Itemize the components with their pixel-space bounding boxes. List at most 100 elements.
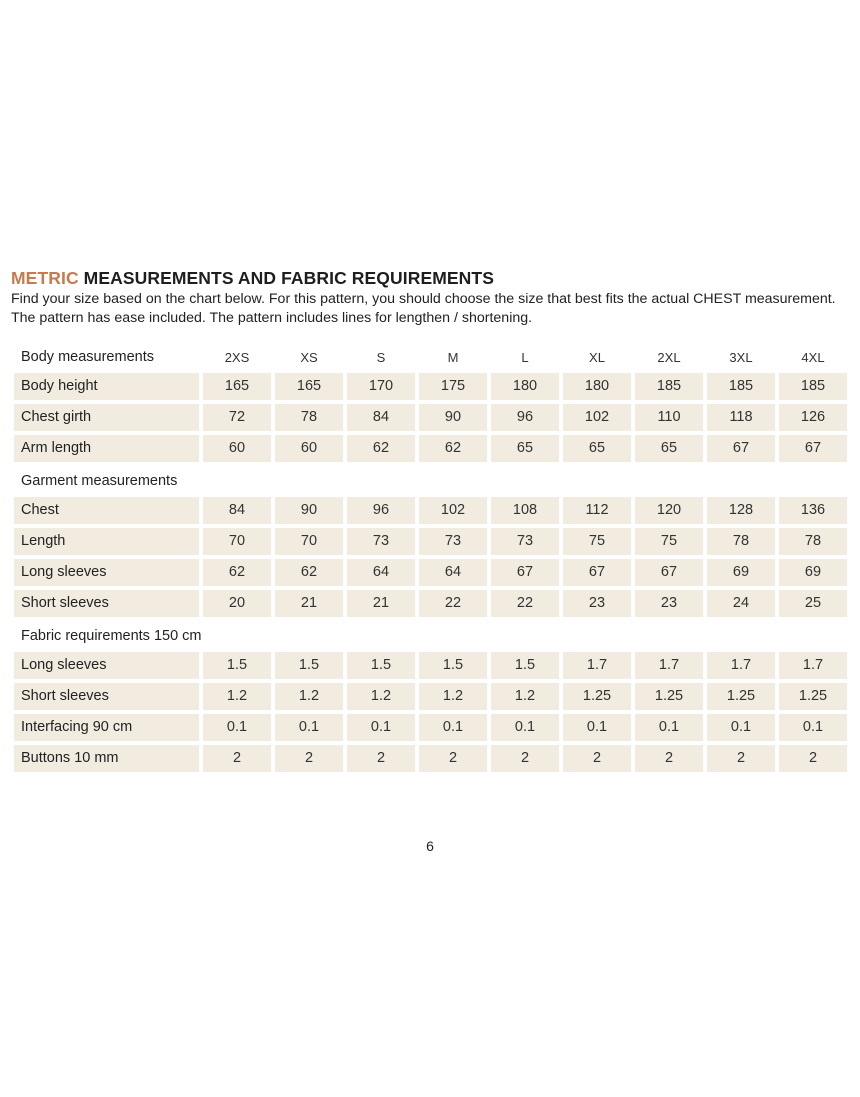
table-cell: 110	[635, 404, 703, 431]
table-cell: 70	[203, 528, 271, 555]
table-row: Chest 84 90 96 102 108 112 120 128 136	[14, 497, 848, 524]
section-heading: Fabric requirements 150 cm	[21, 628, 202, 644]
table-row: Length 70 70 73 73 73 75 75 78 78	[14, 528, 848, 555]
size-header: 3XL	[729, 350, 753, 365]
table-cell: 1.2	[419, 683, 487, 710]
table-cell: 1.5	[347, 652, 415, 679]
table-cell: 90	[419, 404, 487, 431]
row-label: Chest	[14, 497, 199, 524]
title-accent: METRIC	[11, 268, 79, 288]
table-row: Long sleeves 1.5 1.5 1.5 1.5 1.5 1.7 1.7 1.7 1.7	[14, 652, 848, 679]
table-row: Interfacing 90 cm 0.1 0.1 0.1 0.1 0.1 0.1 0.1 0.…	[14, 714, 848, 741]
table-cell: 70	[275, 528, 343, 555]
table-cell: 1.25	[563, 683, 631, 710]
title-rest: MEASUREMENTS AND FABRIC REQUIREMENTS	[78, 268, 494, 288]
row-label: Length	[14, 528, 199, 555]
table-cell: 0.1	[779, 714, 847, 741]
table-cell: 23	[635, 590, 703, 617]
table-cell: 73	[419, 528, 487, 555]
table-cell: 165	[275, 373, 343, 400]
table-cell: 75	[563, 528, 631, 555]
table-cell: 69	[779, 559, 847, 586]
table-cell: 0.1	[491, 714, 559, 741]
table-cell: 78	[779, 528, 847, 555]
table-cell: 24	[707, 590, 775, 617]
size-header: 2XL	[657, 350, 681, 365]
table-cell: 170	[347, 373, 415, 400]
row-label: Long sleeves	[14, 652, 199, 679]
table-cell: 1.2	[347, 683, 415, 710]
table-cell: 180	[491, 373, 559, 400]
size-header: XS	[300, 350, 318, 365]
table-cell: 22	[419, 590, 487, 617]
table-cell: 2	[203, 745, 271, 772]
table-cell: 84	[347, 404, 415, 431]
table-cell: 102	[563, 404, 631, 431]
table-cell: 60	[203, 435, 271, 462]
table-cell: 1.25	[635, 683, 703, 710]
table-cell: 62	[275, 559, 343, 586]
table-row: Long sleeves 62 62 64 64 67 67 67 69 69	[14, 559, 848, 586]
table-cell: 136	[779, 497, 847, 524]
row-label: Interfacing 90 cm	[14, 714, 199, 741]
page-number: 6	[426, 838, 434, 854]
table-cell: 65	[491, 435, 559, 462]
size-header: XL	[589, 350, 605, 365]
table-row: Short sleeves 1.2 1.2 1.2 1.2 1.2 1.25 1.25 1.25…	[14, 683, 848, 710]
table-cell: 185	[707, 373, 775, 400]
row-label: Chest girth	[14, 404, 199, 431]
intro-text: Find your size based on the chart below.…	[11, 291, 836, 326]
table-cell: 22	[491, 590, 559, 617]
table-cell: 0.1	[707, 714, 775, 741]
section-heading: Garment measurements	[21, 473, 178, 489]
table-cell: 165	[203, 373, 271, 400]
table-cell: 120	[635, 497, 703, 524]
table-cell: 23	[563, 590, 631, 617]
table-cell: 65	[563, 435, 631, 462]
table-cell: 67	[563, 559, 631, 586]
table-cell: 128	[707, 497, 775, 524]
table-cell: 64	[419, 559, 487, 586]
table-cell: 21	[275, 590, 343, 617]
table-cell: 62	[203, 559, 271, 586]
table-cell: 73	[491, 528, 559, 555]
table-cell: 96	[347, 497, 415, 524]
table-row: Chest girth 72 78 84 90 96 102 110 118 126	[14, 404, 848, 431]
table-cell: 1.7	[707, 652, 775, 679]
table-cell: 2	[491, 745, 559, 772]
table-cell: 1.7	[635, 652, 703, 679]
table-cell: 0.1	[203, 714, 271, 741]
table-cell: 118	[707, 404, 775, 431]
table-cell: 0.1	[347, 714, 415, 741]
table-cell: 108	[491, 497, 559, 524]
table-cell: 1.2	[491, 683, 559, 710]
table-cell: 25	[779, 590, 847, 617]
table-cell: 1.2	[203, 683, 271, 710]
table-cell: 21	[347, 590, 415, 617]
table-cell: 78	[275, 404, 343, 431]
size-header: 4XL	[801, 350, 825, 365]
table-cell: 112	[563, 497, 631, 524]
size-header: L	[521, 350, 529, 365]
table-row: Body height 165 165 170 175 180 180 185 185 185	[14, 373, 848, 400]
table-cell: 180	[563, 373, 631, 400]
page-title: METRIC MEASUREMENTS AND FABRIC REQUIREME…	[11, 268, 494, 289]
size-header: M	[447, 350, 459, 365]
table-cell: 65	[635, 435, 703, 462]
table-cell: 1.7	[563, 652, 631, 679]
table-cell: 90	[275, 497, 343, 524]
table-cell: 1.7	[779, 652, 847, 679]
table-cell: 0.1	[563, 714, 631, 741]
table-cell: 67	[491, 559, 559, 586]
table-cell: 78	[707, 528, 775, 555]
table-cell: 126	[779, 404, 847, 431]
table-cell: 69	[707, 559, 775, 586]
table-cell: 1.5	[203, 652, 271, 679]
table-cell: 72	[203, 404, 271, 431]
table-cell: 20	[203, 590, 271, 617]
row-label: Arm length	[14, 435, 199, 462]
table-cell: 2	[707, 745, 775, 772]
table-cell: 0.1	[275, 714, 343, 741]
size-header: S	[376, 350, 386, 365]
table-cell: 1.5	[419, 652, 487, 679]
